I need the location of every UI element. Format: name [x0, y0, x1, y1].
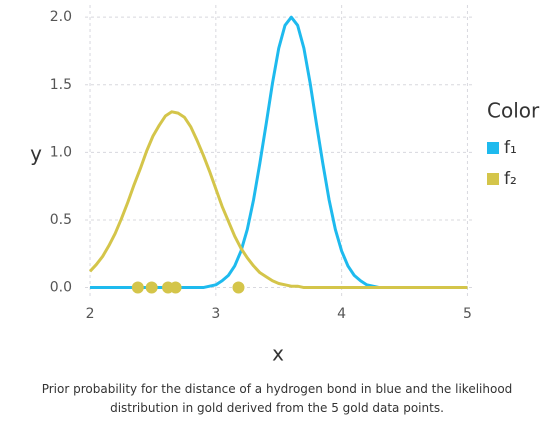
data-point [232, 281, 245, 294]
x-tick-label: 3 [211, 306, 220, 322]
legend-label: f₁ [504, 138, 517, 158]
x-axis-label: x [272, 342, 284, 366]
x-tick-label: 4 [337, 306, 346, 322]
y-tick-label: 1.0 [50, 144, 72, 160]
series-line [88, 110, 468, 290]
legend-swatch [487, 142, 499, 154]
data-point [169, 281, 182, 294]
y-tick-label: 2.0 [50, 9, 72, 25]
y-axis-label: y [30, 142, 42, 166]
legend-title: Color [487, 99, 540, 123]
y-tick-label: 0.0 [50, 280, 72, 296]
data-point [145, 281, 158, 294]
y-tick-label: 0.5 [50, 212, 72, 228]
chart: x y Color 0.0 0.5 1.0 1.5 2.0 2 3 4 5 f₁ f₂ [30, 5, 540, 366]
x-tick-label: 2 [86, 306, 95, 322]
caption: Prior probability for the distance of a … [41, 382, 513, 415]
legend-label: f₂ [504, 169, 517, 189]
legend-swatch [487, 173, 499, 185]
x-tick-label: 5 [463, 306, 472, 322]
data-point [131, 281, 144, 294]
y-tick-label: 1.5 [50, 77, 72, 93]
